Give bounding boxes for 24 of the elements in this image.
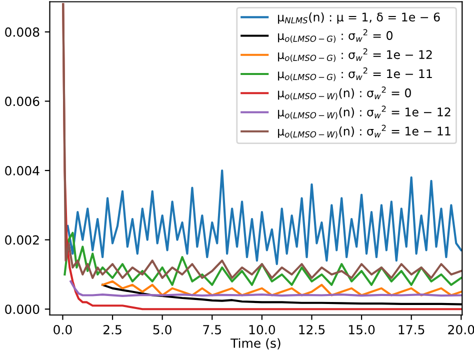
y-tick-label: 0.006	[5, 96, 40, 106]
x-tick-label: 12.5	[299, 324, 325, 334]
x-tick-label: 15.0	[349, 324, 375, 334]
x-tick-label: 17.5	[398, 325, 424, 334]
y-tick-label: 0.000	[5, 304, 40, 314]
legend-label: μ$_{o(LMSO−W)}$(n) : σ$_{w}$$^{2}$ = 1e − 11	[278, 124, 450, 138]
y-tick-label: 0.008	[5, 27, 40, 37]
legend-label: μ$_{o(LMSO−G)}$ : σ$_{w}$$^{2}$ = 0	[278, 29, 392, 43]
legend-label: μ$_{o(LMSO−W)}$(n) : σ$_{w}$$^{2}$ = 1e − 12	[278, 106, 450, 120]
x-tick-label: 5.0	[153, 324, 172, 334]
legend-label: μ$_{NLMS}$(n) : μ = 1, δ = 1e − 6	[278, 12, 440, 24]
line-series	[64, 232, 462, 286]
y-tick-label: 0.002	[5, 235, 39, 245]
x-tick-label: 2.5	[104, 324, 122, 334]
x-tick-label: 10.0	[249, 324, 276, 334]
legend-label: μ$_{o(LMSO−W)}$(n) : σ$_{w}$$^{2}$ = 0	[278, 86, 411, 100]
x-tick-label: 7.5	[203, 325, 221, 334]
line-series	[66, 169, 462, 266]
legend-label: μ$_{o(LMSO−G)}$ : σ$_{w}$$^{2}$ = 1e − 12	[278, 48, 432, 62]
x-tick-label: 0.0	[54, 324, 72, 334]
legend-label: μ$_{o(LMSO−G)}$ : σ$_{w}$$^{2}$ = 1e − 11	[278, 67, 432, 82]
y-tick-label: 0.004	[5, 166, 40, 176]
x-axis-title: Time (s)	[230, 338, 280, 350]
x-tick-label: 20.0	[448, 324, 474, 334]
